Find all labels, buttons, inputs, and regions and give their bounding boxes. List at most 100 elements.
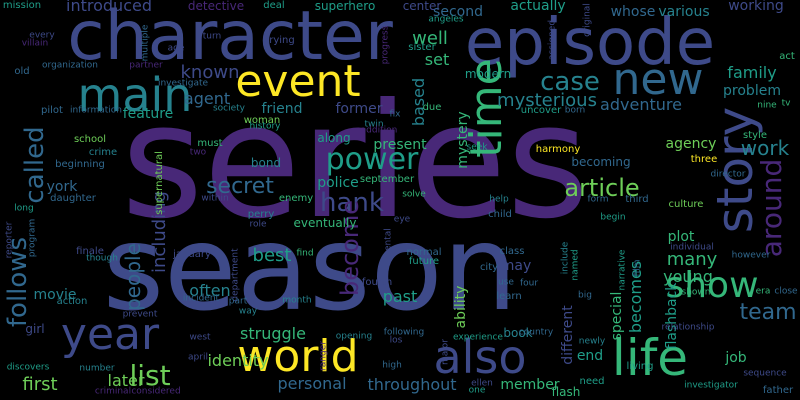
word-act: act	[779, 51, 795, 62]
word-agency: agency	[665, 136, 717, 152]
word-ability: ability	[453, 285, 469, 329]
word-friend: friend	[261, 101, 303, 117]
word-future: future	[408, 256, 440, 267]
word-whose: whose	[610, 4, 656, 20]
word-first: first	[22, 374, 58, 395]
word-addition: addition	[360, 125, 398, 136]
word-become: become	[336, 199, 364, 297]
word-year: year	[60, 309, 160, 360]
word-father: father	[762, 385, 794, 396]
word-sister: sister	[408, 42, 436, 53]
word-following: following	[383, 327, 425, 338]
word-adventure: adventure	[600, 95, 682, 114]
word-close: close	[774, 286, 798, 297]
word-book: book	[503, 326, 533, 340]
word-life: life	[611, 329, 689, 387]
word-fix: fix	[389, 109, 401, 120]
word-living: living	[626, 361, 654, 372]
word-mystery: mystery	[455, 111, 471, 169]
word-program: program	[27, 218, 38, 258]
word-well: well	[412, 28, 448, 49]
word-former: former	[335, 101, 383, 117]
word-working: working	[728, 0, 784, 14]
word-west: west	[189, 332, 211, 343]
word-people: people	[121, 243, 145, 311]
word-article: article	[564, 174, 640, 202]
word-era: era	[755, 286, 771, 297]
word-considered: considered	[131, 386, 181, 397]
word-begin: begin	[600, 212, 626, 223]
word-event: event	[235, 56, 361, 107]
word-city: city	[479, 262, 499, 273]
word-role: role	[249, 219, 267, 230]
word-action: action	[56, 296, 88, 307]
word-form: form	[587, 194, 609, 205]
word-department: department	[230, 248, 241, 302]
word-known: known	[180, 62, 240, 83]
word-different: different	[560, 305, 576, 365]
word-include: include	[560, 241, 571, 275]
word-ellen: ellen	[471, 378, 493, 389]
word-partner: partner	[129, 60, 163, 71]
word-shown: shown	[681, 287, 711, 298]
word-case: case	[540, 67, 600, 97]
word-flashback: flashback	[664, 282, 680, 350]
word-becoming: becoming	[571, 155, 631, 169]
word-third: third	[625, 194, 649, 205]
word-character: character	[67, 0, 393, 76]
word-show: show	[665, 265, 759, 306]
word-ranger: ranger	[318, 341, 329, 371]
word-villain: villain	[21, 38, 49, 49]
word-end: end	[576, 348, 604, 364]
word-prevent: prevent	[122, 309, 158, 320]
word-investigate: investigate	[157, 78, 209, 89]
word-relationship: relationship	[661, 322, 715, 333]
word-normal: normal	[406, 247, 442, 258]
word-reporter: reporter	[4, 221, 15, 259]
word-second: second	[433, 4, 483, 20]
word-incident: incident	[182, 293, 220, 304]
word-original: original	[582, 3, 593, 37]
word-york: york	[46, 179, 78, 195]
word-called: called	[20, 126, 50, 204]
word-power: power	[325, 142, 419, 177]
word-use: use	[498, 277, 514, 288]
word-find: find	[296, 248, 314, 259]
word-plot: plot	[667, 229, 695, 245]
word-director: director	[710, 169, 746, 180]
word-individual: individual	[670, 242, 714, 253]
word-narrative: narrative	[617, 249, 628, 291]
word-eventually: eventually	[293, 216, 357, 230]
word-supernatural: supernatural	[154, 151, 165, 215]
word-twin: twin	[364, 119, 384, 130]
word-main: main	[77, 68, 193, 122]
word-around: around	[755, 158, 788, 258]
word-list: list	[129, 359, 171, 392]
word-information: information	[70, 105, 122, 116]
word-trying: trying	[265, 35, 295, 46]
word-age: age	[167, 43, 185, 54]
word-often: often	[189, 281, 231, 300]
word-number: number	[79, 363, 115, 374]
word-long: long	[14, 203, 34, 214]
word-girl: girl	[25, 322, 45, 336]
word-seek: seek	[466, 142, 488, 153]
word-culture: culture	[668, 199, 704, 210]
word-episode: episode	[464, 6, 716, 80]
word-history: history	[249, 121, 281, 132]
word-class: class	[499, 246, 525, 257]
word-big: big	[578, 290, 592, 301]
word-sequence: sequence	[743, 368, 787, 379]
word-police: police	[317, 175, 359, 191]
word-feature: feature	[122, 106, 174, 122]
word-family: family	[727, 63, 777, 82]
word-help: help	[489, 194, 509, 205]
word-best: best	[252, 245, 292, 266]
word-secret: secret	[206, 174, 274, 199]
word-job: job	[725, 350, 747, 366]
word-may: may	[500, 258, 532, 274]
word-criminal: criminal	[94, 386, 132, 397]
word-way: way	[238, 306, 258, 317]
word-fourth: fourth	[361, 277, 393, 288]
